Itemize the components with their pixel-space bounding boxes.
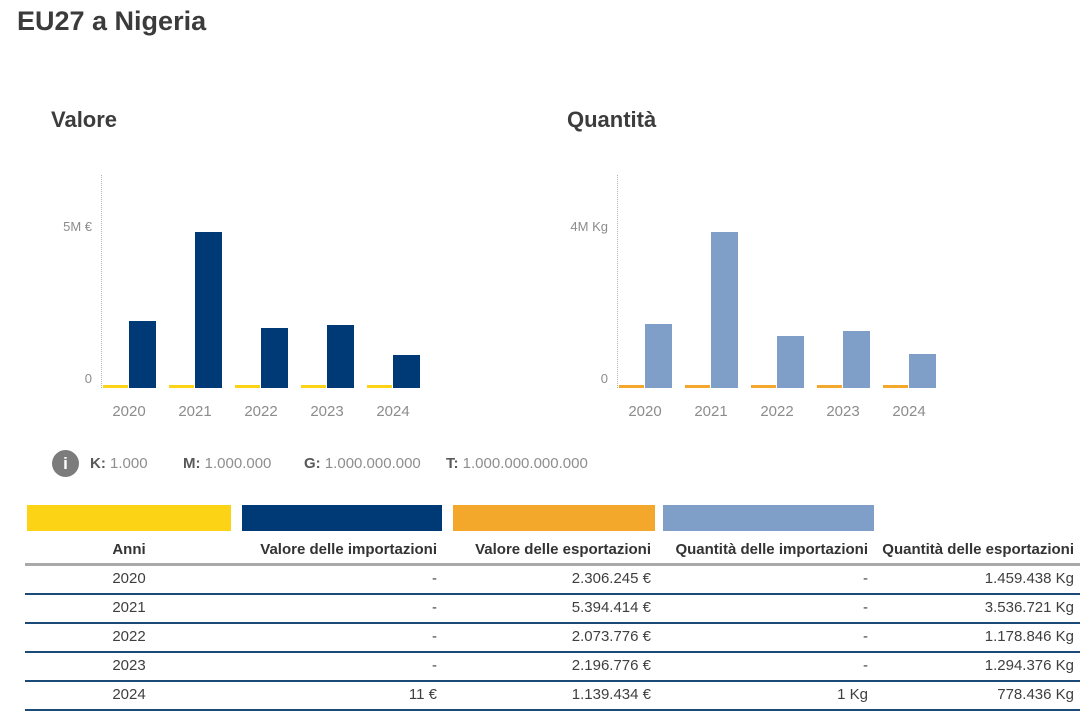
bar-export-2023[interactable] — [327, 324, 354, 388]
x-axis-label: 2021 — [178, 403, 212, 420]
table-cell-value: 1.294.376 Kg — [984, 657, 1074, 674]
column-header-anni: Anni — [112, 541, 146, 558]
column-header-valore-esportazioni: Valore delle esportazioni — [475, 541, 651, 558]
x-axis-label: 2020 — [628, 403, 662, 420]
table-row: 2024 11 € 1.139.434 € 1 Kg 778.436 Kg — [25, 682, 1080, 711]
swatch-valore-importazioni — [27, 505, 231, 531]
table-cell-value: 2.306.245 € — [571, 570, 651, 587]
table-cell-value: 5.394.414 € — [571, 599, 651, 616]
swatch-valore-esportazioni — [242, 505, 442, 531]
swatch-quantita-esportazioni — [663, 505, 874, 531]
table-row: 2021 - 5.394.414 € - 3.536.721 Kg — [25, 595, 1080, 624]
table-cell-value: - — [432, 628, 437, 645]
table-body: 2020 - 2.306.245 € - 1.459.438 Kg 2021 - 5.394.… — [25, 566, 1080, 711]
bar-import-2023[interactable] — [817, 385, 842, 388]
table-cell-value: 1.459.438 Kg — [984, 570, 1074, 587]
bar-export-2020[interactable] — [645, 323, 672, 388]
bar-import-2021[interactable] — [169, 385, 194, 388]
info-icon[interactable]: i — [52, 450, 79, 477]
unit-legend-prefix: T: — [446, 455, 459, 472]
bar-import-2020[interactable] — [619, 385, 644, 388]
bar-import-2024[interactable] — [367, 385, 392, 388]
table-cell-value: 1 Kg — [837, 686, 868, 703]
table-row: 2022 - 2.073.776 € - 1.178.846 Kg — [25, 624, 1080, 653]
x-axis-label: 2023 — [826, 403, 860, 420]
table-cell-value: 11 € — [408, 686, 437, 703]
bar-import-2022[interactable] — [751, 385, 776, 388]
y-axis-zero-label: 0 — [600, 371, 608, 386]
chart-title: Valore — [51, 107, 118, 132]
table-cell-value: 1.178.846 Kg — [984, 628, 1074, 645]
unit-legend-item: M: 1.000.000 — [183, 455, 271, 472]
bar-export-2021[interactable] — [711, 232, 738, 388]
chart-title: Quantità — [567, 107, 657, 132]
unit-legend-item: K: 1.000 — [90, 455, 148, 472]
unit-legend-prefix: M: — [183, 455, 201, 472]
column-header-quantita-esportazioni: Quantità delle esportazioni — [882, 541, 1074, 558]
swatch-quantita-importazioni — [453, 505, 655, 531]
table-cell-year: 2022 — [112, 628, 146, 645]
y-axis-zero-label: 0 — [84, 371, 92, 386]
table-cell-value: 1.139.434 € — [571, 686, 651, 703]
column-header-valore-importazioni: Valore delle importazioni — [260, 541, 437, 558]
x-axis-label: 2024 — [892, 403, 926, 420]
y-axis-max-label: 5M € — [63, 219, 92, 234]
x-axis-label: 2024 — [376, 403, 410, 420]
bar-export-2022[interactable] — [777, 336, 804, 388]
table-cell-value: 3.536.721 Kg — [984, 599, 1074, 616]
unit-legend-value: 1.000.000.000.000 — [462, 455, 588, 472]
column-header-quantita-importazioni: Quantità delle importazioni — [675, 541, 868, 558]
unit-legend: i K: 1.000 M: 1.000.000 G: 1.000.000.000 T:… — [0, 449, 720, 479]
table-cell-value: 778.436 Kg — [997, 686, 1074, 703]
unit-legend-prefix: G: — [304, 455, 321, 472]
table-cell-value: - — [863, 657, 868, 674]
y-axis-max-label: 4M Kg — [570, 219, 608, 234]
table-cell-year: 2024 — [112, 686, 146, 703]
y-axis-line — [617, 175, 618, 388]
bar-export-2021[interactable] — [195, 232, 222, 388]
unit-legend-item: T: 1.000.000.000.000 — [446, 455, 588, 472]
trade-table: Anni Valore delle importazioni Valore de… — [25, 505, 1080, 711]
bar-import-2023[interactable] — [301, 385, 326, 388]
x-axis-label: 2021 — [694, 403, 728, 420]
bar-export-2020[interactable] — [129, 321, 156, 388]
y-axis-line — [101, 175, 102, 388]
unit-legend-value: 1.000 — [110, 455, 148, 472]
table-cell-value: - — [863, 570, 868, 587]
table-cell-year: 2020 — [112, 570, 146, 587]
table-cell-value: - — [432, 599, 437, 616]
bar-import-2021[interactable] — [685, 385, 710, 388]
page-title: EU27 a Nigeria — [17, 6, 207, 36]
bar-import-2024[interactable] — [883, 385, 908, 388]
bar-export-2024[interactable] — [909, 353, 936, 388]
table-cell-value: 2.073.776 € — [571, 628, 651, 645]
bar-import-2022[interactable] — [235, 385, 260, 388]
table-row: 2020 - 2.306.245 € - 1.459.438 Kg — [25, 566, 1080, 595]
table-cell-value: - — [863, 628, 868, 645]
chart-quantita: Quantità 4M Kg 0 2020 2021 2022 2023 2024 — [516, 0, 1060, 432]
chart-valore: Valore 5M € 0 2020 2021 2022 2023 2024 — [0, 0, 544, 432]
x-axis-label: 2023 — [310, 403, 344, 420]
x-axis-label: 2022 — [760, 403, 794, 420]
table-cell-year: 2021 — [112, 599, 146, 616]
bar-export-2024[interactable] — [393, 355, 420, 388]
table-cell-year: 2023 — [112, 657, 146, 674]
bar-export-2022[interactable] — [261, 328, 288, 388]
table-cell-value: - — [432, 657, 437, 674]
table-cell-value: - — [863, 599, 868, 616]
unit-legend-prefix: K: — [90, 455, 106, 472]
table-cell-value: 2.196.776 € — [571, 657, 651, 674]
table-cell-value: - — [432, 570, 437, 587]
x-axis-label: 2020 — [112, 403, 146, 420]
unit-legend-item: G: 1.000.000.000 — [304, 455, 421, 472]
x-axis-label: 2022 — [244, 403, 278, 420]
unit-legend-value: 1.000.000 — [204, 455, 272, 472]
unit-legend-value: 1.000.000.000 — [324, 455, 421, 472]
bar-import-2020[interactable] — [103, 385, 128, 388]
table-header-row: Anni Valore delle importazioni Valore de… — [25, 536, 1080, 566]
bar-export-2023[interactable] — [843, 330, 870, 388]
legend-swatch-row — [25, 505, 1080, 531]
table-row: 2023 - 2.196.776 € - 1.294.376 Kg — [25, 653, 1080, 682]
